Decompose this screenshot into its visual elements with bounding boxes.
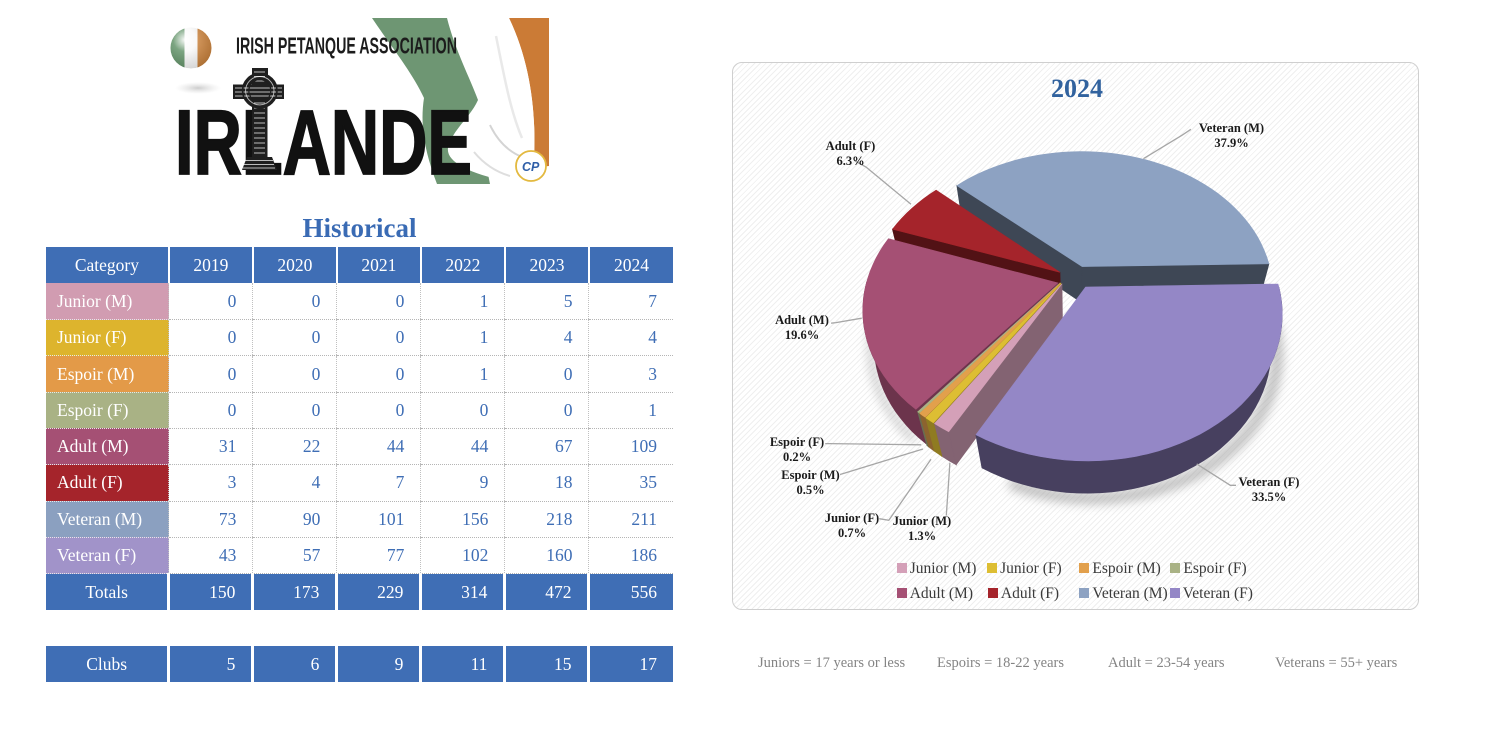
- svg-text:CP: CP: [522, 160, 540, 174]
- svg-text:IRLANDE: IRLANDE: [175, 92, 472, 194]
- svg-text:IRISH PETANQUE ASSOCIATION: IRISH PETANQUE ASSOCIATION: [236, 33, 457, 59]
